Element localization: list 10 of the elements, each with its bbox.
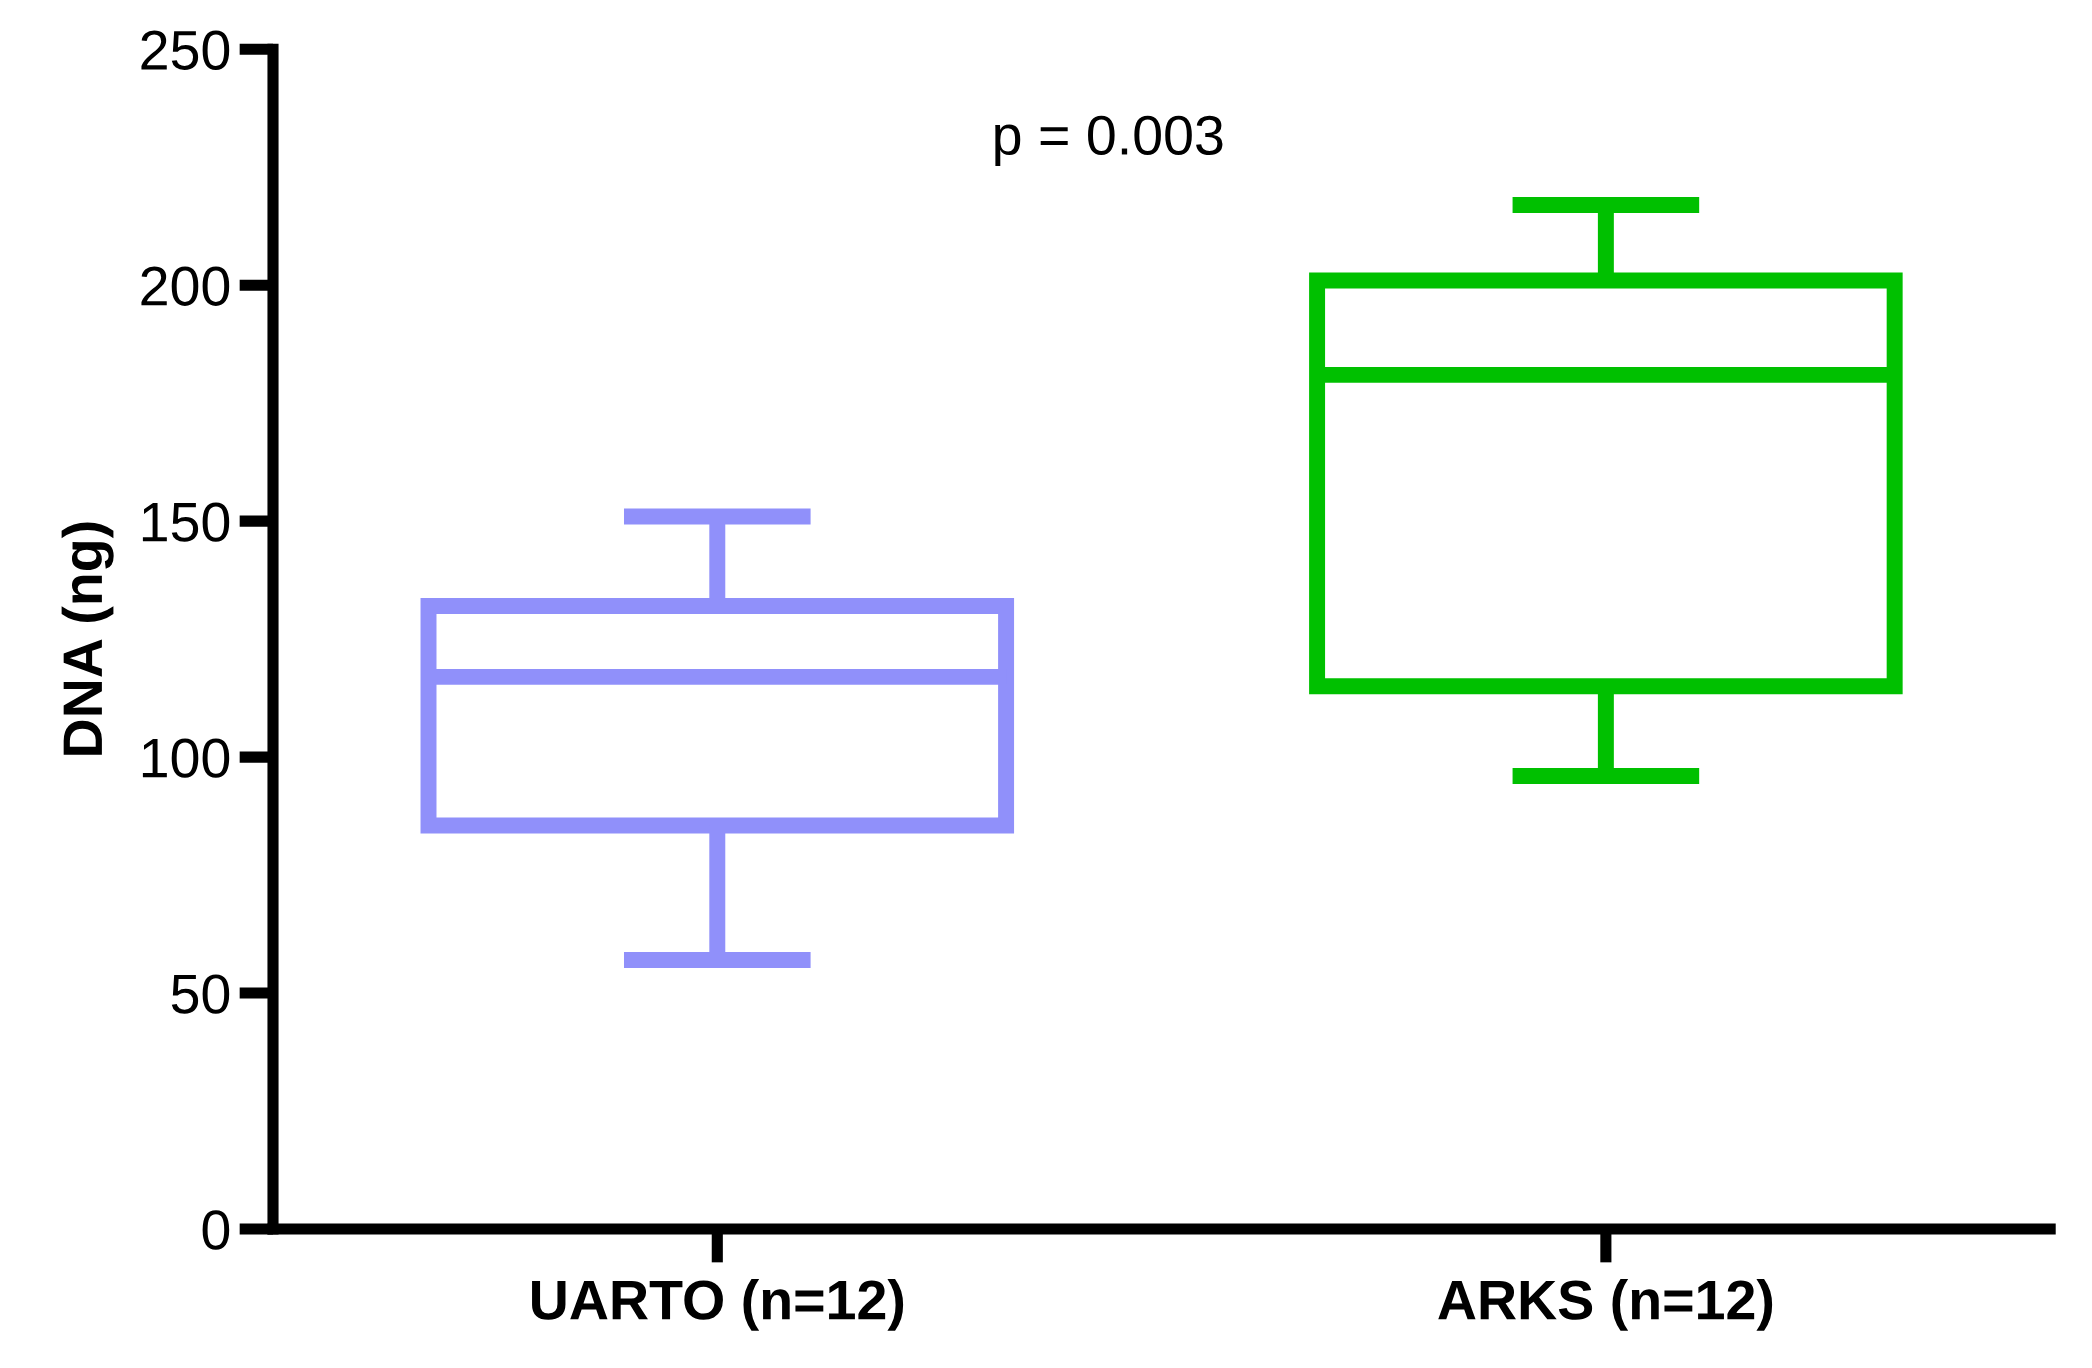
y-axis-title: DNA (ng) (61, 522, 114, 755)
x-tick-label: UARTO (n=12) (532, 1279, 904, 1331)
annotation: p = 0.003 (995, 115, 1223, 166)
y-tick-label: 250 (141, 30, 230, 70)
y-tick-label: 200 (141, 266, 230, 306)
y-tick-label: 50 (171, 974, 230, 1014)
x-tick-label: ARKS (n=12) (1438, 1279, 1773, 1331)
y-tick-label: 100 (142, 738, 230, 778)
y-tick-label: 150 (142, 502, 230, 542)
y-tick-label: 0 (202, 1210, 230, 1250)
